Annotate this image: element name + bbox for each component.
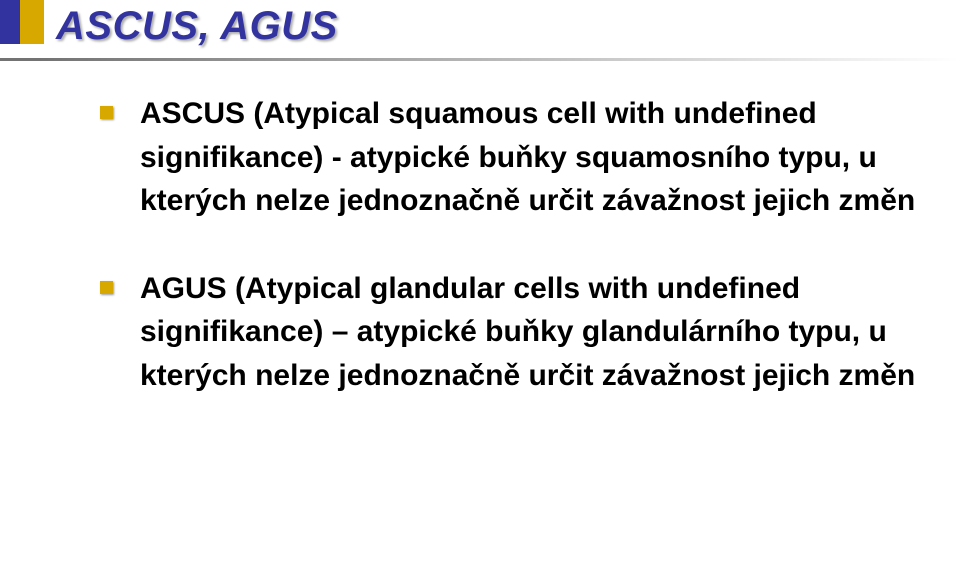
accent-gold-block xyxy=(20,0,44,44)
bullet-item: AGUS (Atypical glandular cells with unde… xyxy=(100,267,920,398)
square-bullet-icon xyxy=(100,281,113,294)
accent-blue-block xyxy=(0,0,20,44)
square-bullet-icon xyxy=(100,106,113,119)
bullet-text: ASCUS (Atypical squamous cell with undef… xyxy=(140,97,915,217)
bullet-text: AGUS (Atypical glandular cells with unde… xyxy=(140,272,915,392)
accent-bar xyxy=(0,0,44,44)
slide: ASCUS, AGUS ASCUS (Atypical squamous cel… xyxy=(0,0,960,576)
title-underline xyxy=(0,58,960,61)
bullet-item: ASCUS (Atypical squamous cell with undef… xyxy=(100,92,920,223)
slide-title: ASCUS, AGUS xyxy=(56,4,338,49)
slide-body: ASCUS (Atypical squamous cell with undef… xyxy=(100,92,920,441)
